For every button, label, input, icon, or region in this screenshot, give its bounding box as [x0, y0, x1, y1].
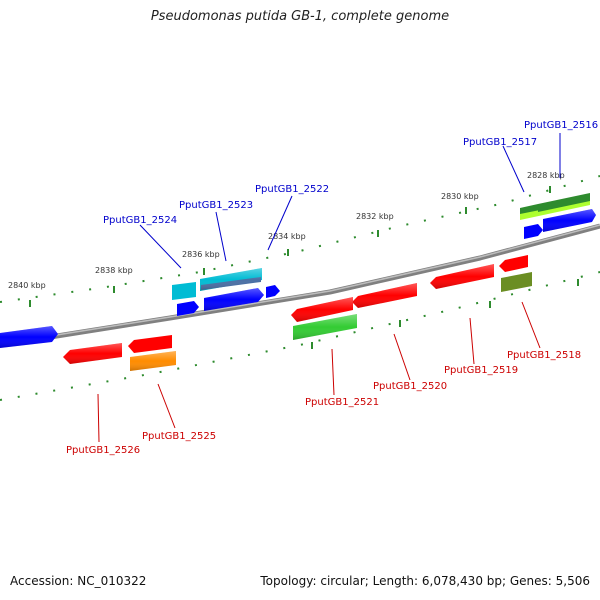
tick-label-2838: 2838 kbp	[95, 266, 133, 275]
tick-label-2832: 2832 kbp	[356, 212, 394, 221]
gene-upper-blue-small	[177, 301, 199, 316]
map-title: Pseudomonas putida GB-1, complete genome	[150, 9, 450, 24]
reverse-genes	[63, 255, 532, 371]
tick-label-2834: 2834 kbp	[268, 232, 306, 241]
gene-label-2516[interactable]: PputGB1_2516	[524, 120, 598, 131]
gene-label-2521[interactable]: PputGB1_2521	[305, 397, 379, 408]
tick-label-2828: 2828 kbp	[527, 171, 565, 180]
gene-label-2519[interactable]: PputGB1_2519	[444, 365, 518, 376]
gene-blue-tiny	[266, 285, 280, 298]
gene-label-2522[interactable]: PputGB1_2522	[255, 184, 329, 195]
gene-2518a-shape	[499, 255, 528, 272]
gene-green-dark-b	[538, 193, 590, 212]
genome-summary-text: Topology: circular; Length: 6,078,430 bp…	[260, 574, 590, 588]
gene-blue-right-small	[524, 224, 543, 239]
tick-label-2836: 2836 kbp	[182, 250, 220, 259]
gene-green-light	[520, 200, 590, 220]
genome-backbone-highlight	[0, 224, 600, 345]
gene-label-2526[interactable]: PputGB1_2526	[66, 445, 140, 456]
accession-text: Accession: NC_010322	[10, 574, 147, 588]
gene-label-2518[interactable]: PputGB1_2518	[507, 350, 581, 361]
gene-label-2517[interactable]: PputGB1_2517	[463, 137, 537, 148]
tick-label-2840: 2840 kbp	[8, 281, 46, 290]
gene-label-2524[interactable]: PputGB1_2524	[103, 215, 177, 226]
gene-2518b-shape	[501, 272, 532, 292]
gene-cyan-a	[172, 282, 196, 300]
gene-red-b	[128, 335, 172, 353]
forward-leaders	[139, 133, 561, 269]
major-ticks	[29, 186, 579, 349]
gene-label-2523[interactable]: PputGB1_2523	[179, 200, 253, 211]
gene-label-2525[interactable]: PputGB1_2525	[142, 431, 216, 442]
tick-label-2830: 2830 kbp	[441, 192, 479, 201]
reverse-leaders	[97, 301, 541, 443]
forward-genes	[0, 193, 596, 348]
gene-label-2520[interactable]: PputGB1_2520	[373, 381, 447, 392]
genome-backbone	[0, 223, 600, 348]
